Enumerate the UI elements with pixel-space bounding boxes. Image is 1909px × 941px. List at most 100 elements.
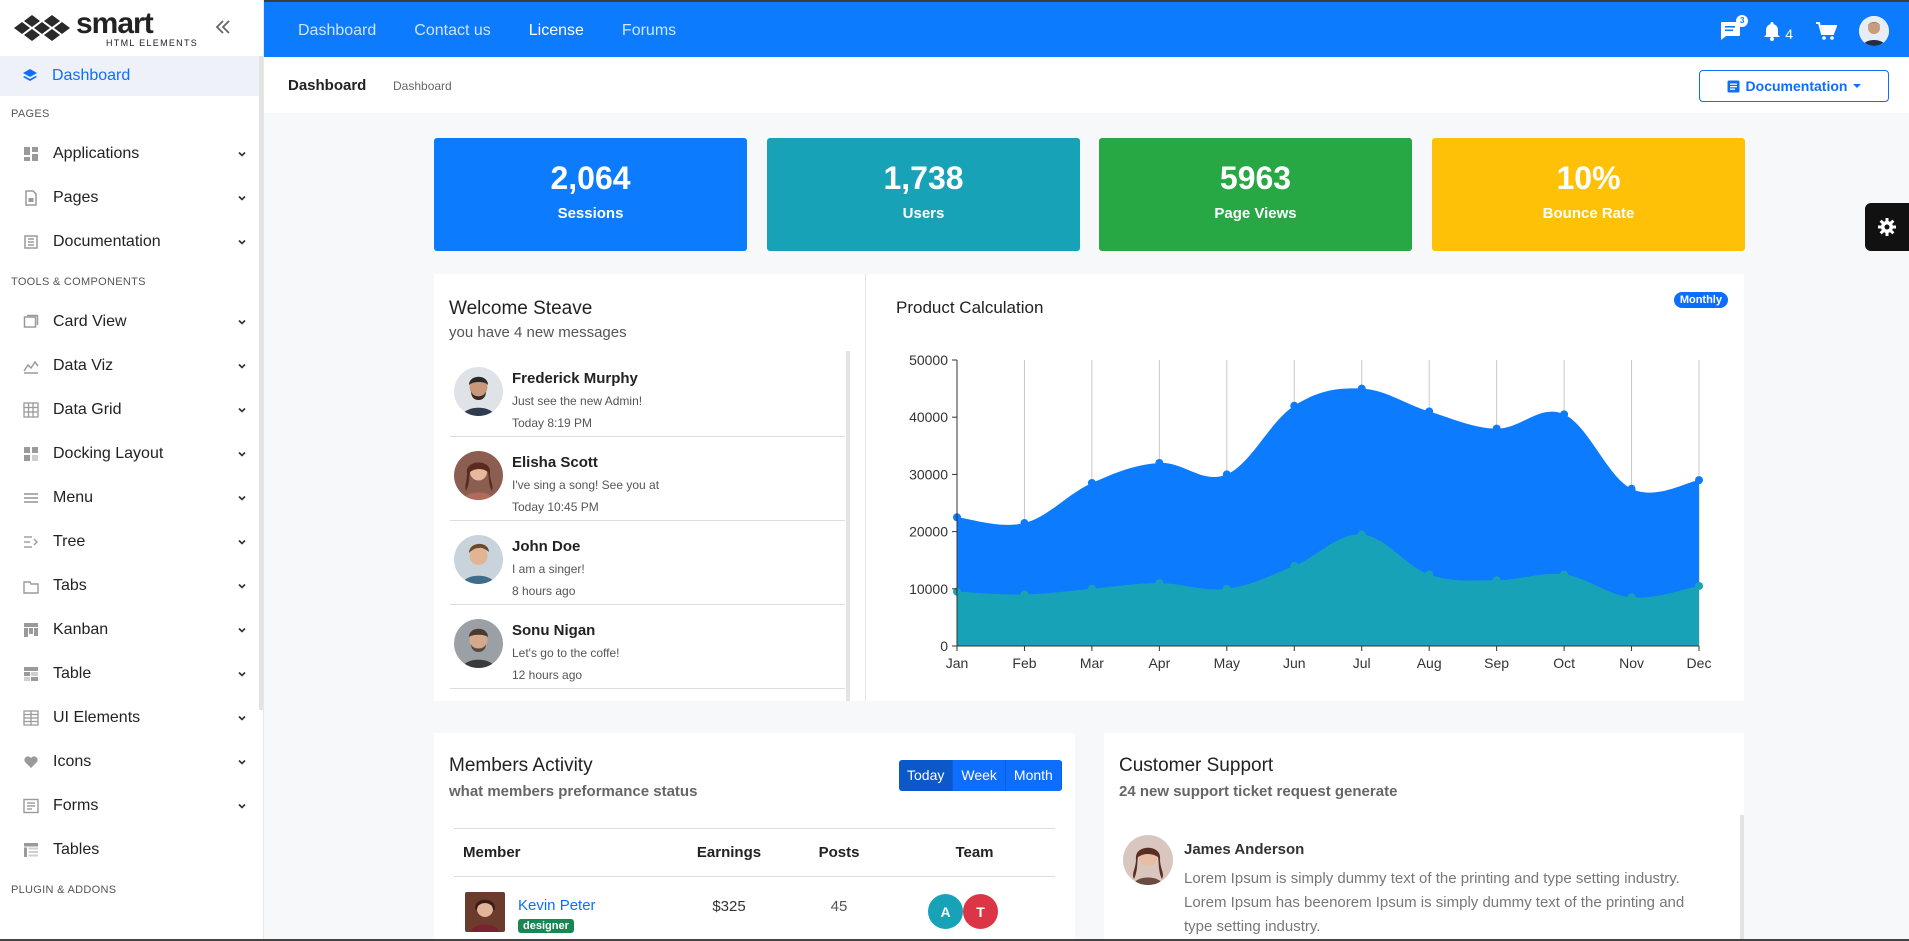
sidebar-item-label: UI Elements (53, 709, 141, 726)
caret-down-icon (1853, 84, 1862, 88)
range-week-button[interactable]: Week (953, 760, 1006, 791)
sidebar-item-label: Kanban (53, 621, 109, 638)
team-member-avatar-a[interactable]: A (928, 894, 963, 929)
message-item[interactable]: John Doe I am a singer! 8 hours ago (450, 521, 845, 605)
messages-badge: 3 (1736, 14, 1749, 27)
messages-button[interactable]: 3 (1719, 14, 1749, 41)
sidebar-item-tables[interactable]: Tables (0, 828, 263, 872)
chevron-down-icon (238, 803, 246, 809)
sidebar-scrollbar[interactable] (259, 56, 263, 710)
chart-x-tick-label: May (1214, 655, 1240, 671)
member-posts: 45 (830, 898, 848, 915)
sidebar-item-kanban[interactable]: Kanban (0, 608, 263, 652)
stat-value: 1,738 (883, 160, 964, 196)
chart-point (1425, 407, 1434, 416)
stat-label: Bounce Rate (1542, 205, 1635, 222)
sidebar-item-icons[interactable]: Icons (0, 740, 263, 784)
message-item[interactable]: Sonu Nigan Let's go to the coffe! 12 hours… (450, 605, 845, 689)
cart-button[interactable] (1815, 21, 1837, 41)
product-calculation-card: Product Calculation Monthly 0 10000 20000 3… (865, 274, 1744, 701)
sender-name: John Doe (512, 538, 581, 555)
nav-contact-us[interactable]: Contact us (414, 21, 491, 39)
sidebar-item-ui-elements[interactable]: UI Elements (0, 696, 263, 740)
cards-icon (22, 314, 39, 331)
sender-name: Elisha Scott (512, 454, 598, 471)
message-item[interactable]: Frederick Murphy Just see the new Admin! T… (450, 353, 845, 437)
ticket-avatar (1123, 835, 1173, 885)
members-table: Member Earnings Posts Team Kevin Peter d… (454, 828, 1055, 941)
member-name-link[interactable]: Kevin Peter (518, 897, 596, 914)
range-month-button[interactable]: Month (1005, 760, 1062, 791)
chart-point (1425, 570, 1434, 579)
documentation-button[interactable]: Documentation (1699, 70, 1889, 102)
nav-license[interactable]: License (528, 21, 584, 39)
chart-point (1492, 576, 1501, 585)
tabs-icon (22, 578, 39, 595)
sidebar-item-tree[interactable]: Tree (0, 520, 263, 564)
sidebar-item-label: Tabs (53, 577, 87, 594)
chart-x-tick-label: Jul (1353, 655, 1371, 671)
sidebar-item-label: Data Viz (53, 357, 114, 374)
sidebar-item-card-view[interactable]: Card View (0, 300, 263, 344)
sidebar-item-label: Dashboard (52, 67, 131, 84)
message-item[interactable]: Elisha Scott I've sing a song! See you at… (450, 437, 845, 521)
chart-point (1560, 570, 1569, 579)
sidebar-item-applications[interactable]: Applications (0, 132, 263, 176)
range-today-button[interactable]: Today (899, 760, 954, 791)
sidebar-item-data-grid[interactable]: Data Grid (0, 388, 263, 432)
welcome-subtitle: you have 4 new messages (449, 324, 627, 341)
message-preview: I've sing a song! See you at (512, 478, 660, 492)
team-member-avatar-t[interactable]: T (963, 894, 998, 929)
sidebar-item-label: Applications (53, 145, 140, 162)
message-list: Frederick Murphy Just see the new Admin! T… (450, 353, 845, 689)
chart-point (1290, 401, 1299, 410)
monthly-badge[interactable]: Monthly (1673, 292, 1728, 308)
sidebar-item-dashboard[interactable]: Dashboard (0, 56, 263, 96)
stat-card-users: 1,738 Users (767, 138, 1080, 251)
nav-dashboard[interactable]: Dashboard (298, 21, 377, 39)
notifications-count: 4 (1785, 25, 1793, 42)
ticket-author: James Anderson (1184, 841, 1305, 858)
chevron-down-icon (238, 195, 246, 201)
form-icon (22, 798, 39, 815)
documentation-label: Documentation (1745, 78, 1848, 94)
sidebar-item-docking-layout[interactable]: Docking Layout (0, 432, 263, 476)
sidebar-item-tabs[interactable]: Tabs (0, 564, 263, 608)
message-time: 8 hours ago (512, 584, 576, 598)
stat-value: 2,064 (550, 160, 631, 196)
chart-point (1290, 561, 1299, 570)
sidebar-item-label: Tables (53, 841, 100, 858)
support-subtitle: 24 new support ticket request generate (1119, 783, 1398, 800)
chevron-down-icon (238, 759, 246, 765)
layers-icon (23, 69, 37, 81)
sidebar-item-documentation[interactable]: Documentation (0, 220, 263, 264)
menu-icon (22, 490, 39, 507)
sidebar-item-data-viz[interactable]: Data Viz (0, 344, 263, 388)
chart-icon (22, 358, 39, 375)
sidebar-item-menu[interactable]: Menu (0, 476, 263, 520)
sidebar-item-pages[interactable]: Pages (0, 176, 263, 220)
breadcrumb[interactable]: Dashboard (393, 79, 452, 93)
settings-button[interactable] (1865, 203, 1909, 251)
chart-x-tick-label: Oct (1553, 655, 1575, 671)
sidebar-item-table[interactable]: Table (0, 652, 263, 696)
stat-card-sessions: 2,064 Sessions (434, 138, 747, 251)
notifications-button[interactable]: 4 (1763, 20, 1793, 42)
sidebar-item-forms[interactable]: Forms (0, 784, 263, 828)
chart-x-tick-label: Jun (1283, 655, 1306, 671)
sidebar-item-label: Table (53, 665, 92, 682)
stat-label: Sessions (557, 205, 624, 222)
support-scrollbar[interactable] (1740, 815, 1744, 941)
nav-forums[interactable]: Forums (621, 21, 677, 39)
member-avatar-icon (465, 892, 505, 932)
chart-y-tick-label: 50000 (909, 352, 948, 368)
sidebar-section-title: PAGES (11, 108, 50, 120)
user-avatar[interactable] (1859, 15, 1889, 46)
chart-x-tick-label: Dec (1687, 655, 1712, 671)
heart-icon (22, 754, 39, 771)
collapse-sidebar-icon[interactable] (212, 16, 234, 38)
file-icon (22, 190, 39, 207)
message-list-scrollbar[interactable] (846, 351, 850, 701)
sender-name: Sonu Nigan (512, 622, 596, 639)
sidebar-item-label: Data Grid (53, 401, 122, 418)
